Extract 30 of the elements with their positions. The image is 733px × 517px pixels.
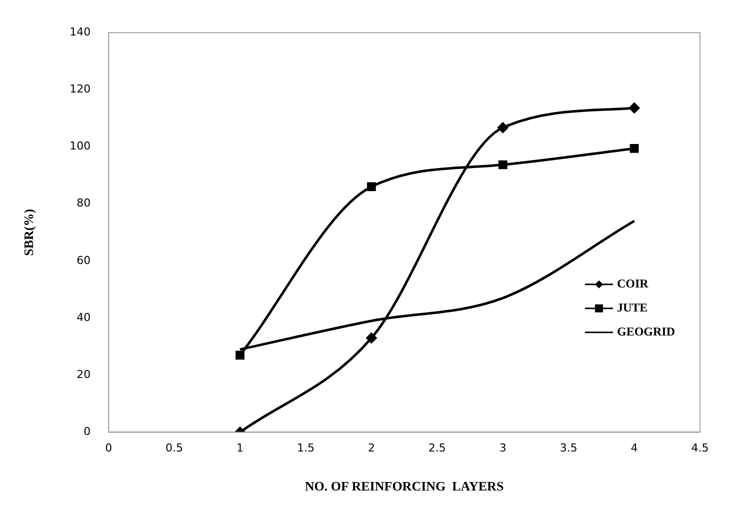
x-axis-title: NO. OF REINFORCING LAYERS	[304, 478, 504, 494]
y-tick-label: 60	[76, 254, 91, 267]
x-tick-label: 3	[499, 442, 506, 455]
x-tick-label: 0.5	[166, 442, 184, 455]
x-tick-label: 4	[630, 442, 638, 455]
y-tick-label: 120	[70, 82, 91, 96]
y-tick-label: 20	[76, 368, 91, 381]
y-tick-label: 100	[70, 140, 91, 153]
y-tick-label: 80	[76, 196, 91, 210]
point	[366, 332, 377, 344]
point	[236, 350, 244, 360]
y-axis-title: SBR(%)	[21, 208, 36, 256]
point	[630, 144, 639, 153]
point	[498, 122, 508, 133]
x-tick-label: 2.5	[428, 442, 446, 455]
x-tick-label: 1.5	[296, 442, 314, 455]
y-tick-label: 140	[70, 25, 91, 38]
x-tick-label: 3.5	[560, 442, 578, 455]
x-tick-label: 4.5	[691, 442, 709, 455]
x-tick-label: 0	[105, 442, 112, 455]
legend-label: COIR	[617, 276, 649, 290]
point	[629, 102, 640, 114]
legend-label: JUTE	[617, 300, 648, 314]
y-tick-label: 40	[76, 310, 91, 324]
point	[498, 160, 508, 170]
point	[367, 182, 376, 192]
y-tick-label: 0	[84, 425, 91, 438]
x-tick-label: 1	[236, 442, 244, 455]
legend-label: GEOGRID	[617, 324, 676, 338]
x-tick-label: 2	[368, 442, 375, 455]
